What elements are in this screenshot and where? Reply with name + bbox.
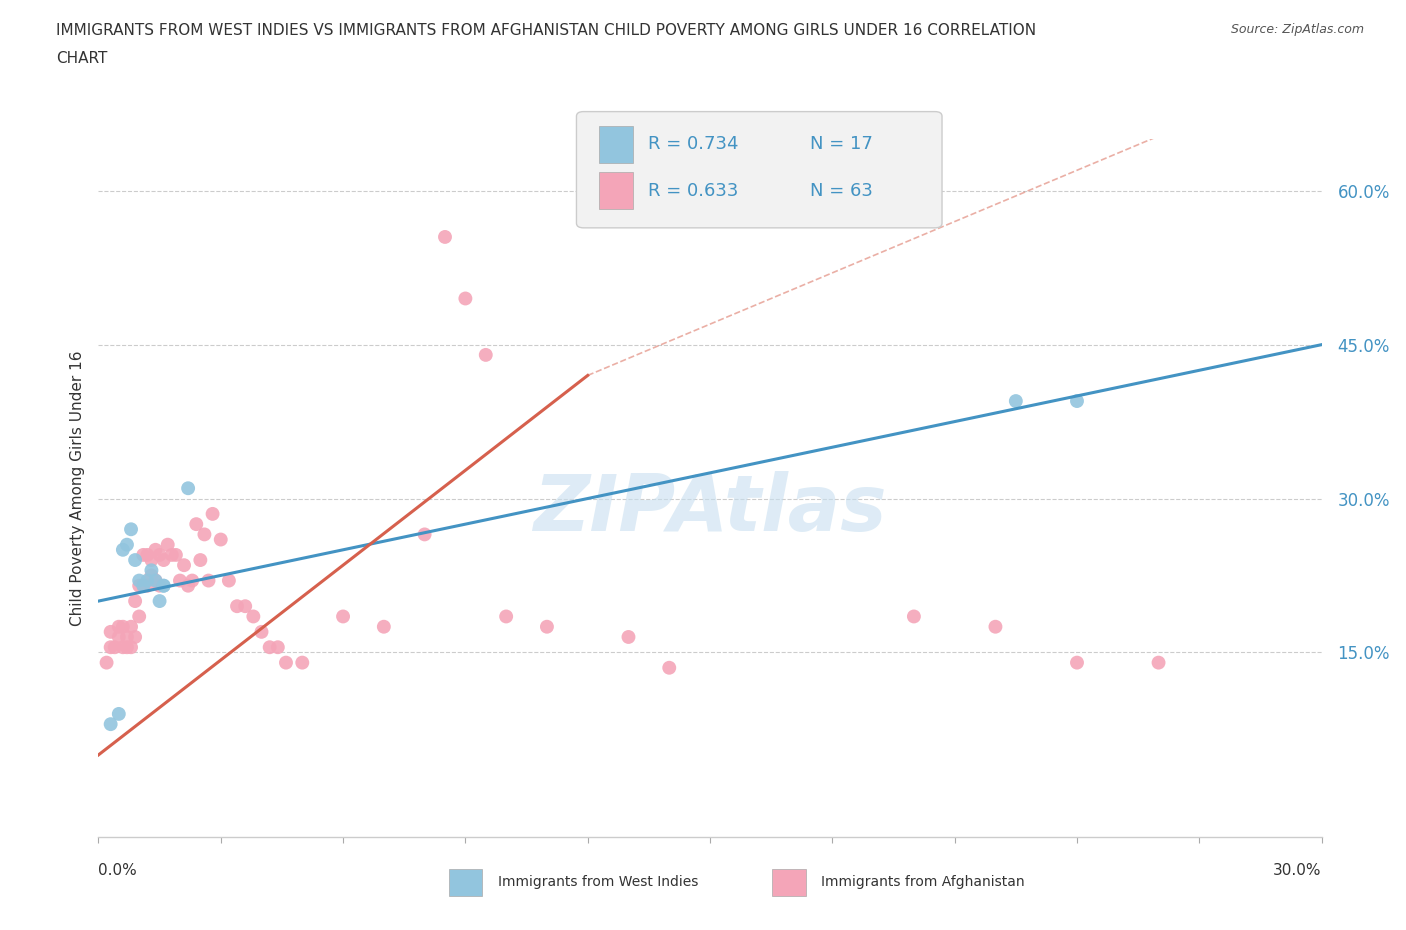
- Point: [120, 619, 142, 634]
- Point: [658, 660, 681, 675]
- Point: [193, 527, 215, 542]
- Point: [100, 717, 122, 732]
- Point: [111, 542, 134, 557]
- Text: R = 0.734: R = 0.734: [648, 135, 738, 153]
- Point: [128, 609, 150, 624]
- Point: [188, 552, 212, 567]
- Point: [104, 640, 127, 655]
- Point: [201, 507, 224, 522]
- Point: [536, 619, 558, 634]
- Point: [274, 656, 297, 671]
- Point: [177, 481, 200, 496]
- Point: [132, 578, 155, 593]
- Point: [124, 630, 146, 644]
- Point: [136, 548, 159, 563]
- Point: [115, 538, 138, 552]
- Text: R = 0.633: R = 0.633: [648, 181, 738, 200]
- Point: [149, 593, 172, 608]
- Point: [141, 568, 163, 583]
- Text: Immigrants from Afghanistan: Immigrants from Afghanistan: [821, 875, 1025, 889]
- Text: Immigrants from West Indies: Immigrants from West Indies: [498, 875, 699, 889]
- Point: [124, 593, 146, 608]
- Point: [291, 656, 314, 671]
- Point: [250, 624, 273, 639]
- Point: [152, 552, 174, 567]
- Point: [96, 656, 118, 671]
- Point: [111, 640, 134, 655]
- Text: N = 63: N = 63: [810, 181, 873, 200]
- Point: [209, 532, 232, 547]
- Point: [160, 548, 183, 563]
- Point: [124, 552, 146, 567]
- Point: [132, 548, 155, 563]
- Text: 30.0%: 30.0%: [1274, 863, 1322, 878]
- Point: [108, 630, 131, 644]
- Point: [108, 619, 131, 634]
- Point: [136, 578, 159, 593]
- Text: IMMIGRANTS FROM WEST INDIES VS IMMIGRANTS FROM AFGHANISTAN CHILD POVERTY AMONG G: IMMIGRANTS FROM WEST INDIES VS IMMIGRANT…: [56, 23, 1036, 38]
- Point: [115, 630, 138, 644]
- Point: [145, 542, 167, 557]
- Point: [454, 291, 477, 306]
- Point: [141, 552, 163, 567]
- Point: [495, 609, 517, 624]
- Point: [120, 640, 142, 655]
- Point: [149, 548, 172, 563]
- Point: [1066, 656, 1088, 671]
- Point: [197, 573, 219, 588]
- Point: [141, 563, 163, 578]
- Point: [132, 578, 155, 593]
- Point: [173, 558, 195, 573]
- Point: [108, 707, 131, 722]
- Point: [145, 573, 167, 588]
- Point: [186, 517, 208, 532]
- Point: [233, 599, 256, 614]
- Text: Source: ZipAtlas.com: Source: ZipAtlas.com: [1230, 23, 1364, 36]
- Point: [111, 619, 134, 634]
- Point: [903, 609, 925, 624]
- Point: [1066, 393, 1088, 408]
- Text: CHART: CHART: [56, 51, 108, 66]
- Point: [115, 640, 138, 655]
- Text: ZIPAtlas: ZIPAtlas: [533, 472, 887, 547]
- Point: [152, 578, 174, 593]
- Point: [984, 619, 1007, 634]
- Point: [156, 538, 179, 552]
- Point: [1004, 393, 1026, 408]
- Point: [617, 630, 640, 644]
- Point: [145, 573, 167, 588]
- Point: [434, 230, 457, 245]
- Point: [413, 527, 436, 542]
- Point: [177, 578, 200, 593]
- Point: [136, 573, 159, 588]
- Point: [128, 573, 150, 588]
- Point: [152, 578, 174, 593]
- Point: [332, 609, 354, 624]
- Y-axis label: Child Poverty Among Girls Under 16: Child Poverty Among Girls Under 16: [69, 351, 84, 626]
- Point: [373, 619, 395, 634]
- Point: [181, 573, 204, 588]
- Point: [128, 578, 150, 593]
- Point: [169, 573, 191, 588]
- Point: [218, 573, 240, 588]
- Point: [259, 640, 281, 655]
- Point: [100, 624, 122, 639]
- Point: [242, 609, 264, 624]
- Text: N = 17: N = 17: [810, 135, 873, 153]
- Point: [149, 578, 172, 593]
- Point: [226, 599, 249, 614]
- Point: [1147, 656, 1170, 671]
- Point: [267, 640, 290, 655]
- Point: [165, 548, 187, 563]
- Point: [100, 640, 122, 655]
- Point: [474, 348, 498, 363]
- Text: 0.0%: 0.0%: [98, 863, 138, 878]
- Point: [120, 522, 142, 537]
